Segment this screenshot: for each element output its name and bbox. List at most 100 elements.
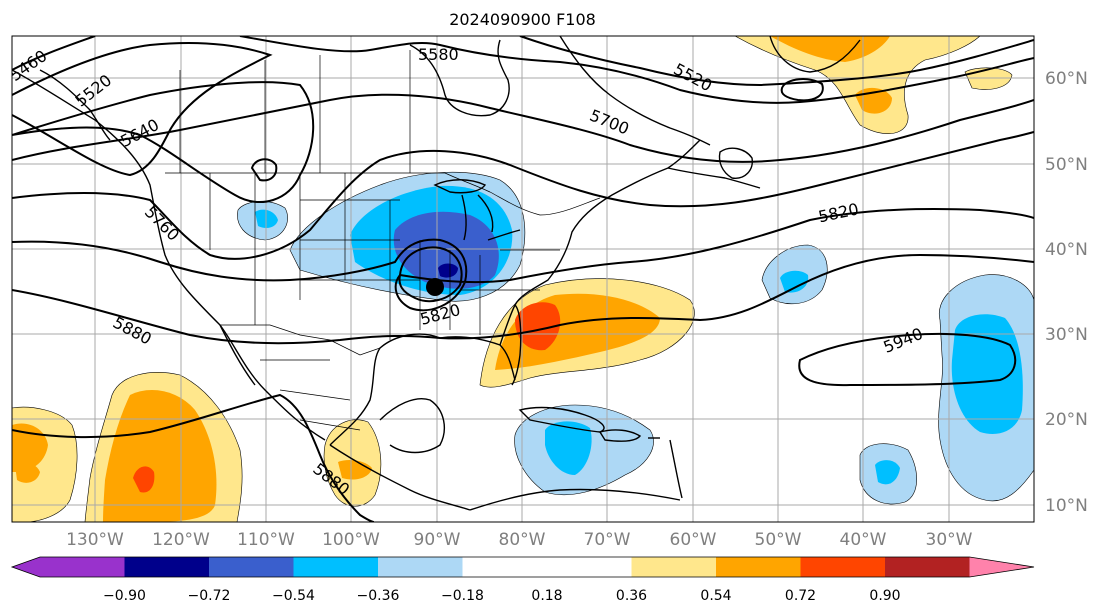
cuba [518,406,605,433]
contour-5640 [12,81,315,204]
hudson-bay [409,39,510,117]
east-coast [514,139,701,306]
contour-5520 [12,42,273,177]
lat-label-20n: 20°N [1045,410,1088,430]
maritimes [667,167,761,189]
state-lines-west [209,173,346,325]
colorbar-segment-6 [462,557,547,577]
negative-anomaly-lakes-core [438,263,458,278]
colorbar-ticks: −0.90 −0.72 −0.54 −0.36 −0.18 0.18 0.36 … [103,588,901,604]
map-frame [11,35,1035,523]
great-lakes-michigan [461,194,467,241]
baja-california [219,324,256,386]
lat-label-10n: 10°N [1045,496,1088,516]
hispaniola [598,429,642,442]
lon-label-80w: 80°W [499,530,546,550]
lon-label-30w: 30°W [926,530,973,550]
colorbar: −0.90 −0.72 −0.54 −0.36 −0.18 0.18 0.36 … [10,556,1035,604]
positive-anomaly-west-blob [15,462,40,483]
map-title: 2024090900 F108 [449,10,596,29]
positive-anomaly-west-mid [12,423,48,472]
colorbar-segment-9 [716,557,801,577]
colorbar-segment-10 [800,557,885,577]
height-contours [12,36,1034,522]
central-america [329,444,471,511]
mexico-states [260,359,361,431]
colorbar-segment-8 [631,557,716,577]
colorbar-tick-label: 0.36 [616,588,647,604]
map-panel: 5460 5520 5580 5640 5700 5520 5820 5760 … [12,36,1034,522]
lon-label-50w: 50°W [755,530,802,550]
colorbar-tick-label: −0.72 [188,588,231,604]
lat-label-30n: 30°N [1045,325,1088,345]
south-america-north [469,488,681,511]
colorbar-segment-3 [209,557,294,577]
yucatan [379,398,446,454]
contour-5520-east [519,36,1034,87]
negative-anomaly-mid-atlantic-mid [780,270,809,293]
great-lakes-erie [487,229,521,241]
lon-label-100w: 100°W [322,530,380,550]
borders [165,50,601,431]
contour-5820-inner [398,246,463,303]
us-canada-border [165,172,601,216]
colorbar-segment-0 [12,557,40,577]
greenland-south [769,36,861,73]
colorbar-segment-11 [885,557,970,577]
positive-anomaly-southeast-core [515,302,561,351]
lon-label-70w: 70°W [584,530,631,550]
colorbar-segment-2 [124,557,209,577]
lesser-antilles [669,439,683,499]
positive-anomaly-pacific-core [133,466,155,493]
alaska-panhandle [39,69,111,141]
lat-label-40n: 40°N [1045,240,1088,260]
colorbar-tick-label: −0.90 [103,588,146,604]
canada-provinces [179,50,411,173]
colorbar-tick-label: 0.90 [869,588,900,604]
great-lakes-huron [477,194,494,233]
lon-label-90w: 90°W [414,530,461,550]
north-america-west-coast [12,69,326,441]
colorbar-tick-label: −0.54 [272,588,315,604]
negative-anomaly-caribbean-mid [545,421,592,475]
labrador [559,36,711,146]
low-center-marker [426,278,444,296]
positive-anomaly-greenland-mid [770,36,890,62]
colorbar-tick-label: −0.36 [357,588,400,604]
us-mexico-border [220,324,381,356]
negative-anomaly-tropics-mid [875,460,900,485]
latitude-labels: 60°N 50°N 40°N 30°N 20°N 10°N [1045,69,1088,516]
shaded-field [12,36,1034,522]
colorbar-segment-5 [378,557,463,577]
contour-closed-low-west [250,158,278,182]
newfoundland [718,147,753,179]
lon-label-110w: 110°W [237,530,295,550]
contour-5880-south [12,393,375,522]
state-lines-central [300,199,421,340]
great-lakes-superior [433,179,487,194]
contour-closed-low-ne [780,78,824,102]
contour-5820 [12,208,1034,312]
lon-label-60w: 60°W [670,530,717,550]
colorbar-outline [10,556,1035,578]
coastlines [12,36,861,511]
lon-label-40w: 40°W [840,530,887,550]
colorbar-segment-12 [969,557,1034,577]
colorbar-segment-4 [293,557,378,577]
lat-label-50n: 50°N [1045,155,1088,175]
contour-5700 [12,93,1034,163]
colorbar-tick-label: −0.18 [441,588,484,604]
mexico-east-coast [329,333,441,446]
contour-5460 [12,36,96,71]
colorbar-tick-label: 0.54 [700,588,731,604]
state-lines-east [449,249,560,335]
contour-5940 [798,332,1017,387]
colorbar-segment-1 [40,557,125,577]
contour-5880 [12,253,1034,345]
lon-label-120w: 120°W [152,530,210,550]
lat-label-60n: 60°N [1045,69,1088,89]
colorbar-segment-7 [547,557,632,577]
negative-anomaly-atlantic-mid [951,314,1023,434]
lon-label-130w: 130°W [66,530,124,550]
